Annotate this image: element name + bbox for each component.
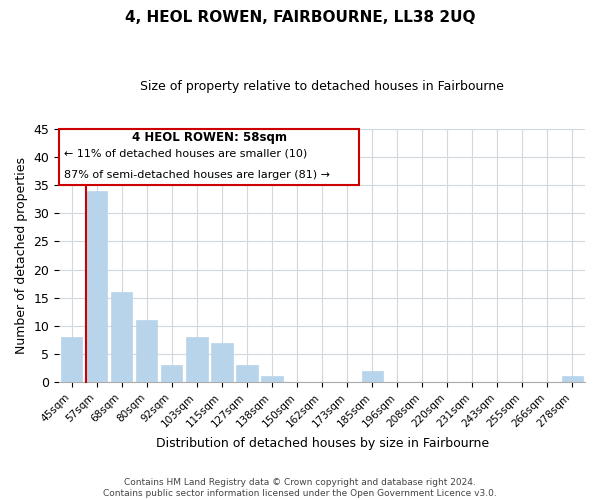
FancyBboxPatch shape — [59, 129, 359, 184]
Text: 4 HEOL ROWEN: 58sqm: 4 HEOL ROWEN: 58sqm — [131, 132, 287, 144]
X-axis label: Distribution of detached houses by size in Fairbourne: Distribution of detached houses by size … — [155, 437, 488, 450]
Text: Contains HM Land Registry data © Crown copyright and database right 2024.
Contai: Contains HM Land Registry data © Crown c… — [103, 478, 497, 498]
Bar — [86, 191, 107, 382]
Bar — [186, 337, 208, 382]
Bar — [262, 376, 283, 382]
Bar — [211, 342, 233, 382]
Bar — [236, 365, 257, 382]
Y-axis label: Number of detached properties: Number of detached properties — [15, 157, 28, 354]
Bar — [362, 371, 383, 382]
Bar — [562, 376, 583, 382]
Text: ← 11% of detached houses are smaller (10): ← 11% of detached houses are smaller (10… — [64, 149, 308, 159]
Bar — [161, 365, 182, 382]
Bar — [136, 320, 157, 382]
Text: 87% of semi-detached houses are larger (81) →: 87% of semi-detached houses are larger (… — [64, 170, 331, 179]
Title: Size of property relative to detached houses in Fairbourne: Size of property relative to detached ho… — [140, 80, 504, 93]
Bar — [61, 337, 82, 382]
Text: 4, HEOL ROWEN, FAIRBOURNE, LL38 2UQ: 4, HEOL ROWEN, FAIRBOURNE, LL38 2UQ — [125, 10, 475, 25]
Bar — [111, 292, 133, 382]
